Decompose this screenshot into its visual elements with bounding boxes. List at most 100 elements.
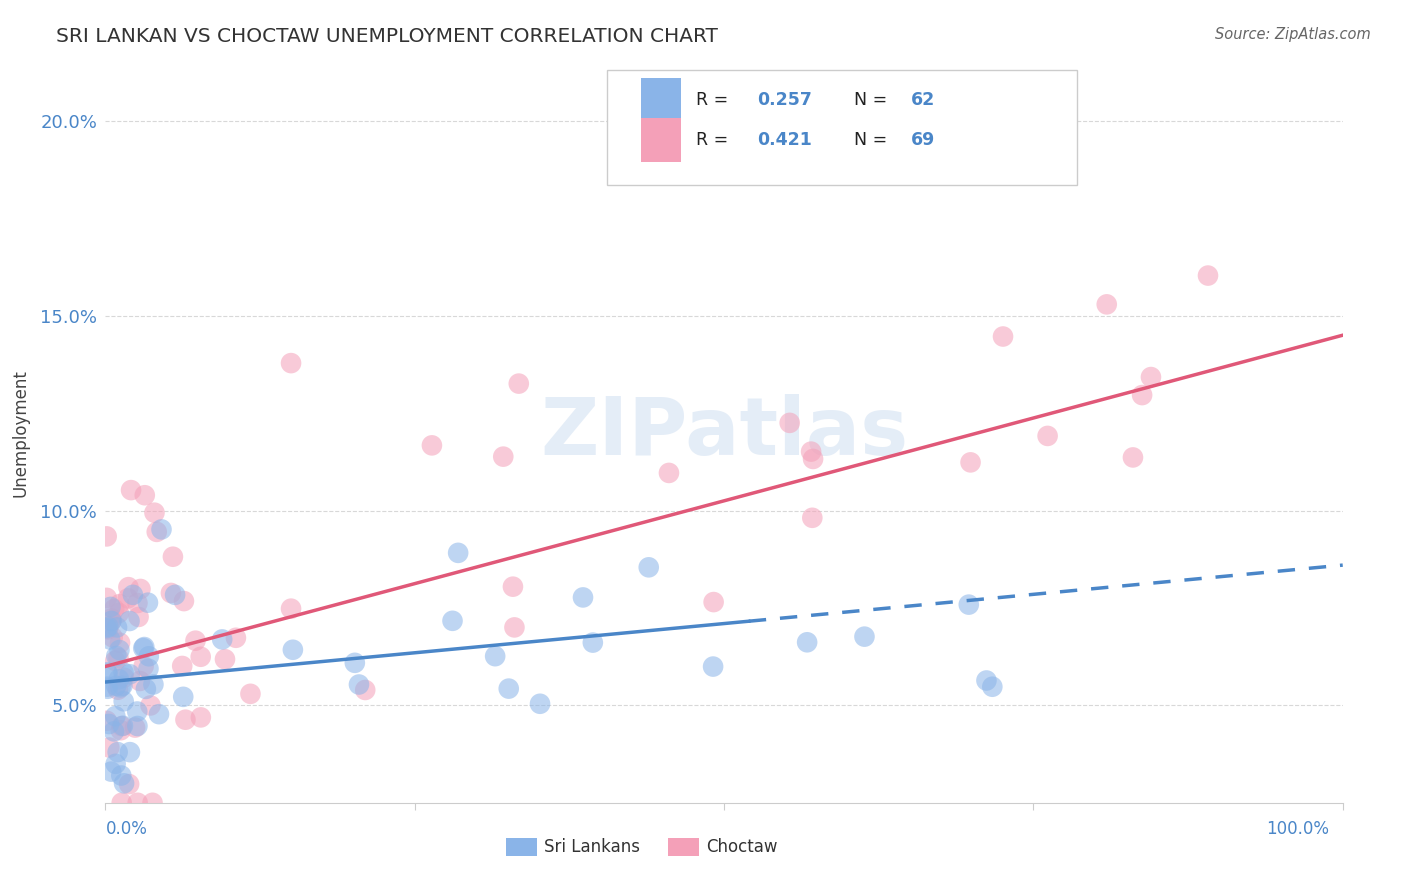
Choctaw — [128, 610, 150, 624]
Text: 69: 69 — [911, 131, 935, 149]
Sri Lankans — [112, 694, 135, 708]
Choctaw — [658, 466, 681, 480]
Sri Lankans — [132, 641, 155, 656]
Sri Lankans — [107, 745, 129, 759]
Choctaw — [239, 687, 262, 701]
Choctaw — [108, 597, 131, 611]
Choctaw — [108, 636, 131, 650]
Choctaw — [280, 356, 302, 370]
Text: SRI LANKAN VS CHOCTAW UNEMPLOYMENT CORRELATION CHART: SRI LANKAN VS CHOCTAW UNEMPLOYMENT CORRE… — [56, 27, 718, 45]
Choctaw — [103, 602, 125, 616]
Choctaw — [779, 416, 801, 430]
Choctaw — [190, 649, 212, 664]
Sri Lankans — [97, 620, 120, 634]
Choctaw — [991, 329, 1014, 343]
Choctaw — [100, 611, 122, 625]
Choctaw — [107, 651, 129, 665]
Choctaw — [214, 652, 236, 666]
Sri Lankans — [110, 768, 132, 782]
Choctaw — [160, 586, 183, 600]
Choctaw — [508, 376, 530, 391]
Choctaw — [96, 714, 118, 728]
Bar — [641, 78, 681, 122]
Sri Lankans — [118, 614, 141, 628]
Choctaw — [120, 483, 142, 497]
Sri Lankans — [127, 705, 149, 719]
Choctaw — [703, 595, 725, 609]
Choctaw — [190, 710, 212, 724]
Sri Lankans — [136, 596, 159, 610]
Choctaw — [801, 452, 824, 467]
Choctaw — [127, 796, 149, 810]
Choctaw — [162, 549, 184, 564]
Choctaw — [97, 623, 120, 637]
Sri Lankans — [100, 764, 122, 779]
Sri Lankans — [118, 667, 141, 681]
Text: 0.421: 0.421 — [758, 131, 813, 149]
Sri Lankans — [343, 656, 366, 670]
Choctaw — [117, 580, 139, 594]
Choctaw — [143, 506, 166, 520]
Text: Sri Lankans: Sri Lankans — [544, 838, 640, 856]
Text: ZIPatlas: ZIPatlas — [540, 393, 908, 472]
Sri Lankans — [796, 635, 818, 649]
Choctaw — [96, 591, 118, 605]
Choctaw — [98, 740, 121, 755]
Choctaw — [1130, 388, 1153, 402]
Choctaw — [104, 654, 127, 668]
Sri Lankans — [582, 635, 605, 649]
Choctaw — [129, 582, 152, 596]
Choctaw — [225, 631, 247, 645]
Sri Lankans — [976, 673, 998, 688]
Choctaw — [117, 591, 139, 606]
Choctaw — [1197, 268, 1219, 283]
Sri Lankans — [981, 680, 1004, 694]
Choctaw — [420, 438, 443, 452]
Sri Lankans — [441, 614, 464, 628]
Choctaw — [112, 671, 135, 685]
Text: R =: R = — [696, 91, 734, 109]
Choctaw — [127, 596, 149, 610]
Choctaw — [503, 620, 526, 634]
Choctaw — [141, 796, 163, 810]
Sri Lankans — [957, 598, 980, 612]
Choctaw — [1122, 450, 1144, 465]
Choctaw — [800, 444, 823, 458]
Choctaw — [354, 683, 377, 698]
Choctaw — [110, 723, 132, 738]
Sri Lankans — [100, 599, 122, 614]
Sri Lankans — [110, 681, 132, 695]
Choctaw — [1036, 429, 1059, 443]
Sri Lankans — [111, 719, 134, 733]
Text: 0.257: 0.257 — [758, 91, 813, 109]
Text: 0.0%: 0.0% — [105, 820, 148, 838]
Choctaw — [145, 524, 167, 539]
Sri Lankans — [111, 679, 134, 693]
Sri Lankans — [702, 659, 724, 673]
Choctaw — [626, 121, 648, 136]
Sri Lankans — [104, 756, 127, 771]
Sri Lankans — [108, 672, 131, 686]
Sri Lankans — [138, 662, 160, 676]
Sri Lankans — [96, 621, 118, 635]
Choctaw — [96, 529, 118, 543]
Sri Lankans — [135, 681, 157, 696]
FancyBboxPatch shape — [606, 70, 1077, 185]
Choctaw — [280, 601, 302, 615]
Choctaw — [173, 594, 195, 608]
Choctaw — [502, 580, 524, 594]
Bar — [668, 838, 699, 856]
Bar — [506, 838, 537, 856]
Choctaw — [492, 450, 515, 464]
Choctaw — [111, 796, 134, 810]
Sri Lankans — [112, 776, 135, 790]
Choctaw — [184, 633, 207, 648]
Sri Lankans — [142, 677, 165, 691]
Sri Lankans — [211, 632, 233, 647]
Sri Lankans — [148, 707, 170, 722]
Sri Lankans — [138, 649, 160, 664]
Sri Lankans — [484, 649, 506, 664]
Text: R =: R = — [696, 131, 734, 149]
Sri Lankans — [97, 681, 120, 696]
Sri Lankans — [96, 666, 118, 681]
